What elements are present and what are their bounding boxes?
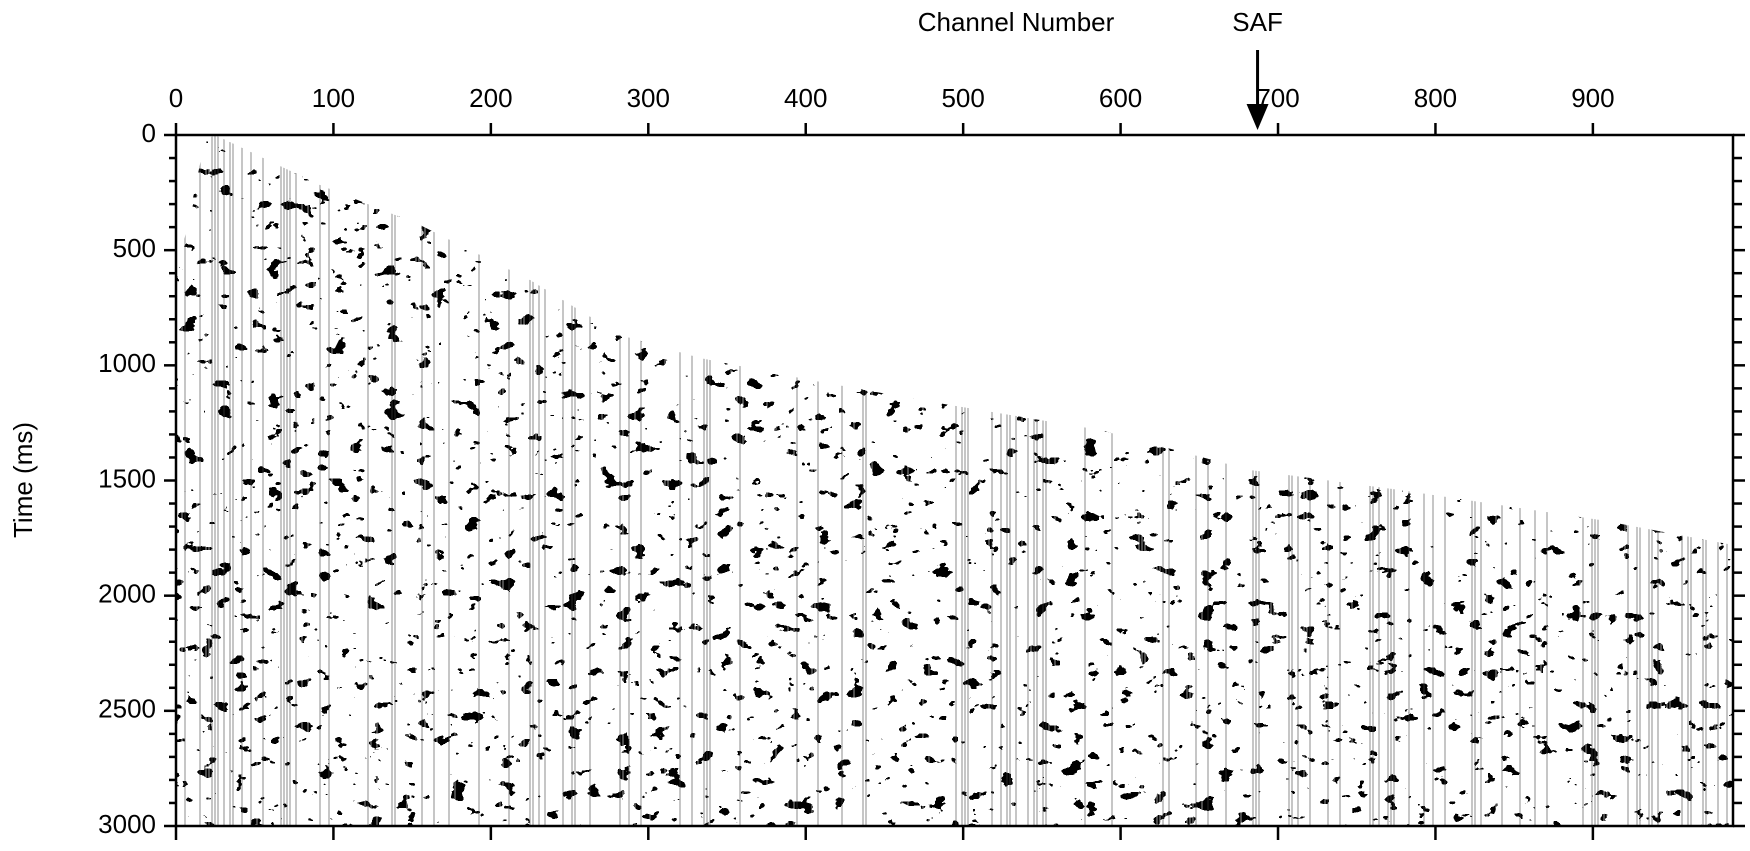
x-tick-label: 100 — [312, 83, 355, 113]
x-tick-label: 200 — [469, 83, 512, 113]
x-tick-label: 0 — [169, 83, 183, 113]
y-tick-label: 0 — [142, 118, 156, 148]
y-axis-title: Time (ms) — [8, 422, 38, 538]
x-axis-title: Channel Number — [918, 7, 1115, 37]
trace-texture — [176, 135, 1733, 826]
x-tick-label: 300 — [627, 83, 670, 113]
x-tick-label: 400 — [784, 83, 827, 113]
annotation-label: SAF — [1232, 7, 1283, 37]
y-tick-label: 2500 — [98, 694, 156, 724]
y-tick-label: 2000 — [98, 579, 156, 609]
y-tick-label: 500 — [113, 233, 156, 263]
y-tick-label: 3000 — [98, 809, 156, 839]
annotation-arrow-head — [1246, 104, 1269, 130]
x-tick-label: 500 — [941, 83, 984, 113]
x-tick-label: 800 — [1414, 83, 1457, 113]
seismic-traces — [176, 135, 1733, 826]
y-tick-label: 1000 — [98, 348, 156, 378]
y-tick-label: 1500 — [98, 463, 156, 493]
x-tick-label: 600 — [1099, 83, 1142, 113]
x-tick-label: 900 — [1571, 83, 1614, 113]
